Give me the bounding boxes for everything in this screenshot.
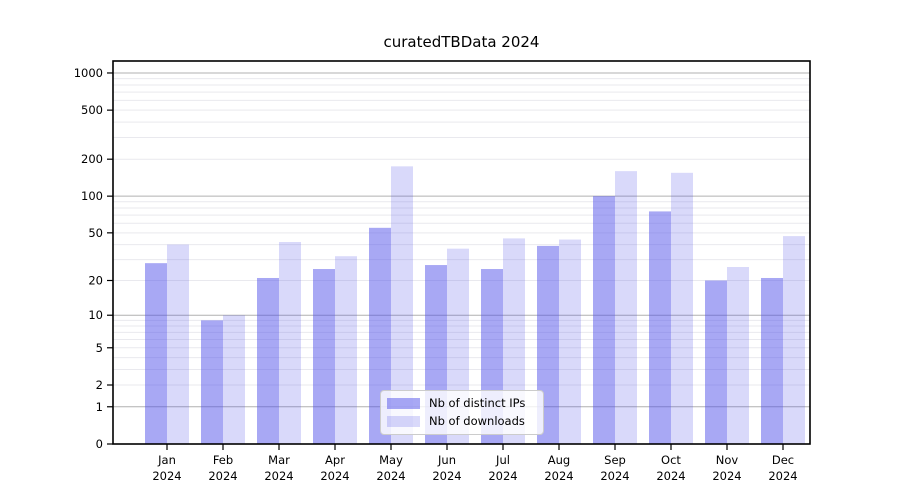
legend-item: Nb of distinct IPs bbox=[387, 397, 535, 410]
y-tick-label: 50 bbox=[88, 226, 103, 240]
bar-downloads-nov bbox=[727, 267, 749, 444]
y-tick-label: 10 bbox=[88, 308, 103, 322]
bar-distinct-ips-sep bbox=[593, 196, 615, 444]
x-tick-label: Dec 2024 bbox=[768, 453, 797, 483]
chart-title: curatedTBData 2024 bbox=[383, 33, 540, 51]
bar-downloads-may bbox=[391, 166, 413, 444]
bar-downloads-mar bbox=[279, 242, 301, 444]
x-tick-label: Oct 2024 bbox=[656, 453, 685, 483]
legend-swatch-distinct-ips bbox=[387, 398, 420, 409]
legend-label: Nb of downloads bbox=[429, 414, 525, 428]
y-tick-label: 2 bbox=[96, 378, 103, 392]
x-tick-label: Jan 2024 bbox=[152, 453, 181, 483]
x-tick-label: Aug 2024 bbox=[544, 453, 573, 483]
bar-downloads-sep bbox=[615, 171, 637, 445]
bar-downloads-apr bbox=[335, 256, 357, 444]
bar-downloads-dec bbox=[783, 236, 805, 444]
x-tick-label: Mar 2024 bbox=[264, 453, 293, 483]
y-tick-label: 20 bbox=[88, 273, 103, 287]
y-tick-label: 200 bbox=[81, 152, 103, 166]
legend: Nb of distinct IPs Nb of downloads bbox=[380, 390, 544, 435]
bar-distinct-ips-feb bbox=[201, 320, 223, 444]
x-tick-label: Jul 2024 bbox=[488, 453, 517, 483]
bar-downloads-oct bbox=[671, 172, 693, 445]
y-tick-label: 5 bbox=[96, 341, 103, 355]
x-tick-label: Nov 2024 bbox=[712, 453, 741, 483]
y-tick-label: 0 bbox=[96, 437, 103, 451]
x-tick-label: Feb 2024 bbox=[208, 453, 237, 483]
bar-downloads-aug bbox=[559, 239, 581, 444]
legend-swatch-downloads bbox=[387, 416, 420, 427]
bar-distinct-ips-mar bbox=[257, 277, 279, 444]
y-tick-label: 1 bbox=[96, 400, 103, 414]
x-tick-label: Sep 2024 bbox=[600, 453, 629, 483]
y-tick-label: 1000 bbox=[74, 66, 103, 80]
x-tick-label: May 2024 bbox=[376, 453, 405, 483]
bar-distinct-ips-apr bbox=[313, 269, 335, 444]
bar-distinct-ips-jan bbox=[145, 263, 167, 444]
x-tick-label: Jun 2024 bbox=[432, 453, 461, 483]
bar-distinct-ips-nov bbox=[705, 280, 727, 444]
plot-box bbox=[112, 60, 811, 445]
bar-distinct-ips-may bbox=[369, 227, 391, 444]
y-tick-label: 100 bbox=[81, 189, 103, 203]
legend-label: Nb of distinct IPs bbox=[429, 396, 526, 410]
bar-downloads-jan bbox=[167, 244, 189, 444]
x-tick-label: Apr 2024 bbox=[320, 453, 349, 483]
bar-distinct-ips-dec bbox=[761, 277, 783, 444]
bar-distinct-ips-oct bbox=[649, 211, 671, 444]
bar-downloads-feb bbox=[223, 315, 245, 444]
legend-item: Nb of downloads bbox=[387, 415, 535, 428]
y-tick-label: 500 bbox=[81, 103, 103, 117]
